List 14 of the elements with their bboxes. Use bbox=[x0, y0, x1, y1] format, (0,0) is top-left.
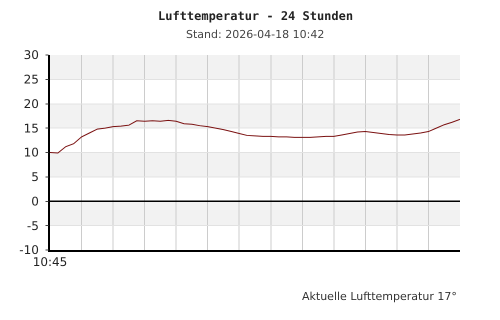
y-tick-label: 0 bbox=[31, 194, 39, 208]
y-tick-label: 25 bbox=[24, 72, 39, 87]
chart-subtitle: Stand: 2026-04-18 10:42 bbox=[186, 28, 324, 41]
text: Aktuelle Lufttemperatur 17° bbox=[302, 290, 457, 303]
y-tick-label: 10 bbox=[24, 146, 39, 160]
y-tick-label: -5 bbox=[26, 218, 39, 233]
y-tick-label: 30 bbox=[24, 48, 39, 62]
x-tick-label: 10:45 bbox=[32, 255, 68, 270]
y-tick-label: 5 bbox=[31, 170, 39, 184]
chart-title: Lufttemperatur - 24 Stunden bbox=[158, 9, 354, 23]
y-tick-label: -10 bbox=[19, 243, 39, 258]
y-tick-label: 20 bbox=[24, 96, 39, 111]
y-tick-label: 15 bbox=[24, 121, 39, 136]
line-series bbox=[50, 118, 460, 154]
